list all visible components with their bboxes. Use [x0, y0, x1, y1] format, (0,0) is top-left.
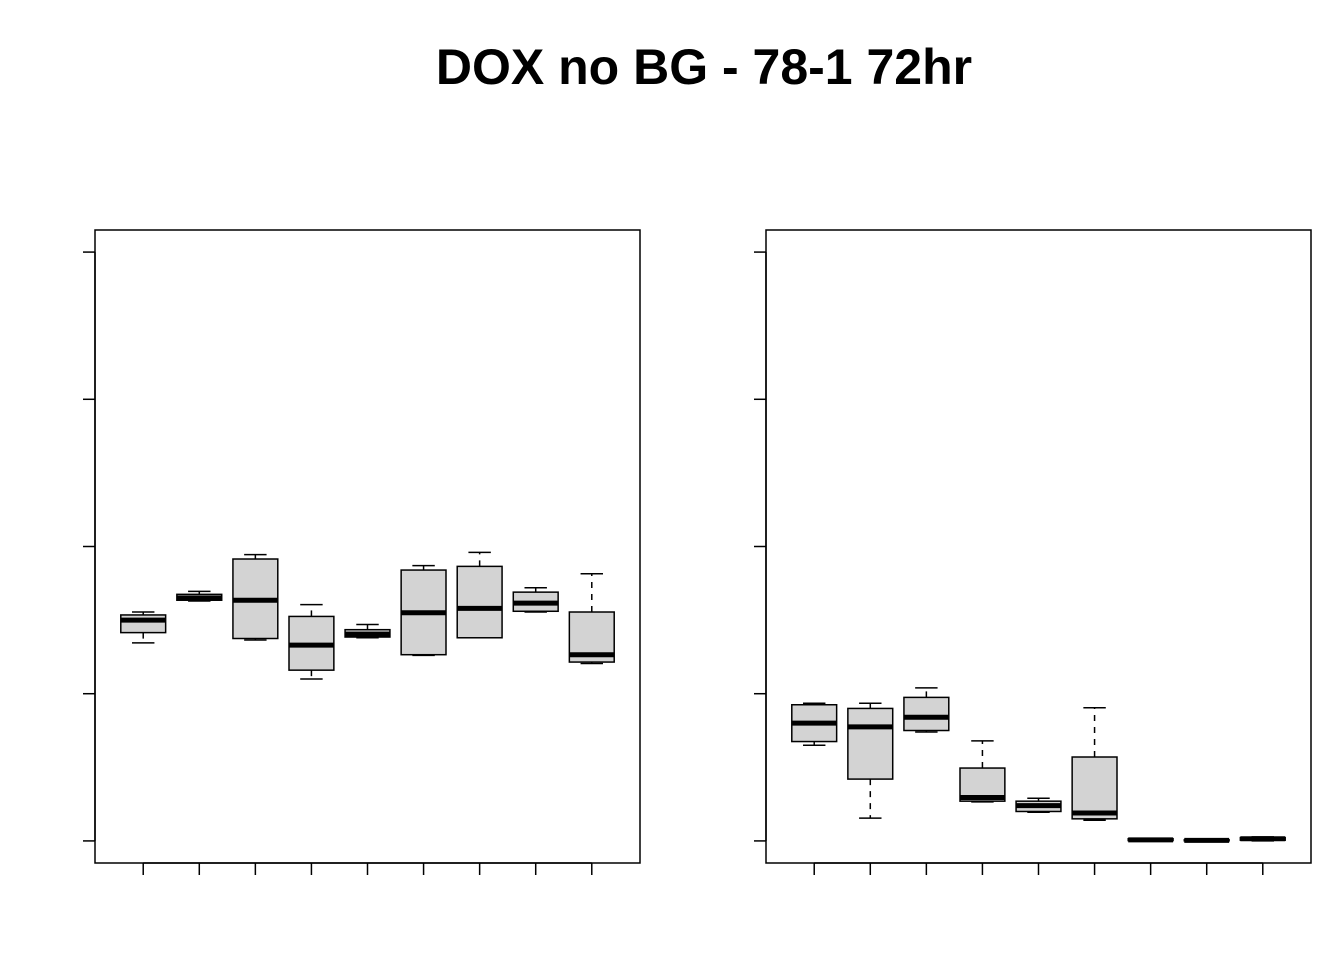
iqr-box [120, 614, 167, 634]
box-group [1015, 797, 1062, 813]
box-group [1071, 706, 1118, 822]
iqr-box [903, 696, 950, 732]
iqr-box [847, 707, 894, 780]
box-group [1127, 837, 1174, 843]
box-group [959, 740, 1006, 803]
box-group [400, 564, 447, 657]
box-group [568, 572, 615, 665]
box-group [1239, 836, 1286, 842]
iqr-box [456, 565, 503, 639]
box-group [903, 687, 950, 733]
box-group [512, 586, 559, 613]
plot-frame [94, 229, 641, 864]
box-group [120, 611, 167, 644]
figure-title: DOX no BG - 78-1 72hr [435, 39, 973, 95]
panel-72hr [754, 229, 1312, 875]
box-group [456, 551, 503, 639]
iqr-box [1071, 756, 1118, 820]
box-group [791, 702, 838, 746]
box-group [344, 623, 391, 639]
panel-0hr [83, 229, 641, 875]
box-group [288, 603, 335, 680]
box-group [176, 590, 223, 602]
box-group [1183, 837, 1230, 843]
box-group [232, 553, 279, 641]
box-group [847, 702, 894, 819]
